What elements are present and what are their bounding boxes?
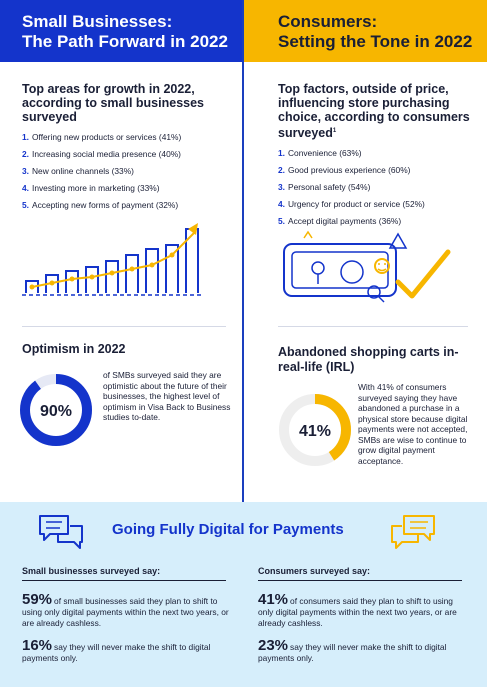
optimism-text: of SMBs surveyed said they are optimisti… [103,370,231,422]
consumer-stat-2: 23% say they will never make the shift to… [258,637,468,664]
left-rule [22,326,226,327]
growth-item-text: Investing more in marketing (33%) [32,183,160,193]
consumer-banner-line2: Setting the Tone in 2022 [278,32,473,51]
growth-item-text: Offering new products or services (41%) [32,132,182,142]
factor-item: 3. Personal safety (54%) [278,182,479,193]
smb-stat-1-text: of small businesses said they plan to sh… [22,596,229,628]
chat-bubbles-icon [391,515,435,549]
growth-item: 4. Investing more in marketing (33%) [22,183,233,194]
factors-title: Top factors, outside of price, influenci… [278,82,479,140]
consumer-stat-1: 41% of consumers said they plan to shift … [258,591,468,628]
smb-say-heading: Small businesses surveyed say: [22,566,161,576]
optimism-title: Optimism in 2022 [22,342,126,356]
consumer-banner-line1: Consumers: [278,12,378,31]
consumer-say-rule [258,580,462,581]
growth-title: Top areas for growth in 2022, according … [22,82,205,124]
factor-item-num: 2. [278,165,285,176]
growth-item-num: 1. [22,132,29,142]
consumer-stat-2-value: 23% [258,637,289,654]
smb-stat-1-value: 59% [22,591,53,608]
payment-device-icon [283,230,451,303]
consumer-say-heading: Consumers surveyed say: [258,566,371,576]
growth-chart-icon [22,223,202,296]
factor-item-num: 1. [278,148,285,159]
smb-column: Small Businesses: The Path Forward in 20… [0,0,243,217]
abandoned-ring: 41% [279,394,351,466]
growth-item-text: Increasing social media presence (40%) [32,149,181,159]
optimism-value: 90% [40,403,72,420]
abandoned-value: 41% [299,423,331,440]
growth-item: 1. Offering new products or services (41%… [22,132,233,143]
abandoned-arc [279,394,351,466]
growth-item-text: New online channels (33%) [32,166,134,176]
growth-list: 1. Offering new products or services (41%… [22,132,233,211]
consumer-stat-2-text: say they will never make the shift to di… [258,642,447,663]
growth-item-num: 3. [22,166,29,176]
factors-list: 1. Convenience (63%) 2. Good previous expe… [278,148,479,227]
factor-item-num: 5. [278,216,285,227]
consumer-column: Consumers: Setting the Tone in 2022 Top … [244,0,487,233]
growth-item: 5. Accepting new forms of payment (32%) [22,200,233,211]
factor-item: 5. Accept digital payments (36%) [278,216,479,227]
smb-say-rule [22,580,226,581]
factor-item-text: Convenience (63%) [288,148,362,159]
growth-item-num: 2. [22,149,29,159]
factor-item-text: Good previous experience (60%) [288,165,411,176]
growth-item-num: 5. [22,200,29,210]
smb-stat-2-text: say they will never make the shift to di… [22,642,211,663]
factor-item-text: Urgency for product or service (52%) [288,199,425,210]
smb-stat-2: 16% say they will never make the shift to… [22,637,232,664]
consumer-stat-1-text: of consumers said they plan to shift to … [258,596,457,628]
abandoned-title: Abandoned shopping carts in-real-life (I… [278,345,459,374]
smb-banner: Small Businesses: The Path Forward in 20… [0,0,243,62]
smb-banner-line1: Small Businesses: [22,12,173,31]
growth-item-text: Accepting new forms of payment (32%) [32,200,179,210]
factors-title-text: Top factors, outside of price, influenci… [278,82,470,141]
factor-item-text: Personal safety (54%) [288,182,371,193]
optimism-arc [20,374,92,446]
consumer-stat-1-value: 41% [258,591,289,608]
optimism-ring: 90% [20,374,92,446]
consumer-banner: Consumers: Setting the Tone in 2022 [244,0,487,62]
digital-title: Going Fully Digital for Payments [112,521,344,538]
factor-item-text: Accept digital payments (36%) [288,216,402,227]
factor-item: 2. Good previous experience (60%) [278,165,479,176]
column-divider [242,0,244,502]
factor-item-num: 4. [278,199,285,210]
growth-item: 2. Increasing social media presence (40%) [22,149,233,160]
smb-stat-2-value: 16% [22,637,53,654]
growth-item: 3. New online channels (33%) [22,166,233,177]
right-rule [278,326,468,327]
factors-footnote: 1 [332,128,337,134]
chat-bubbles-icon [39,515,83,549]
smb-banner-line2: The Path Forward in 2022 [22,32,228,51]
factor-item: 4. Urgency for product or service (52%) [278,199,479,210]
factor-item-num: 3. [278,182,285,193]
smb-stat-1: 59% of small businesses said they plan to… [22,591,232,628]
abandoned-text: With 41% of consumers surveyed saying th… [358,382,468,466]
growth-item-num: 4. [22,183,29,193]
factor-item: 1. Convenience (63%) [278,148,479,159]
